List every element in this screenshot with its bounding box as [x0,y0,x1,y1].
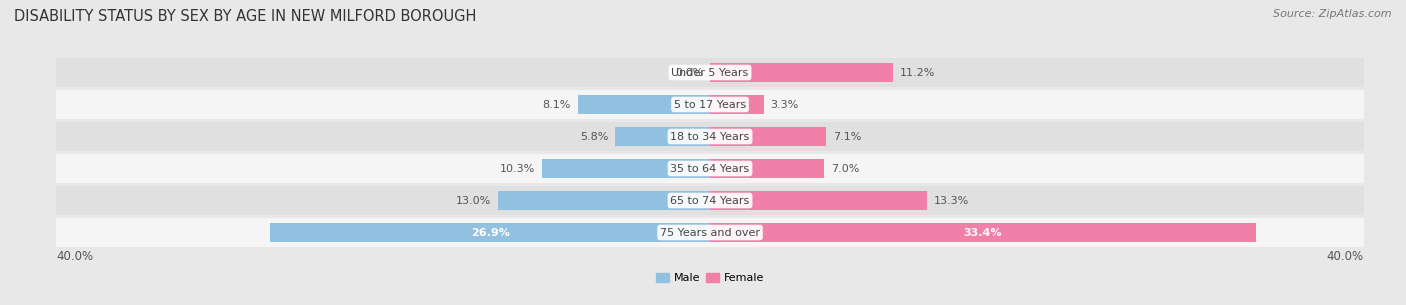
Bar [710,159,824,178]
Bar [541,159,710,178]
Text: DISABILITY STATUS BY SEX BY AGE IN NEW MILFORD BOROUGH: DISABILITY STATUS BY SEX BY AGE IN NEW M… [14,9,477,24]
Bar [616,127,710,146]
Text: 40.0%: 40.0% [1327,250,1364,263]
Text: 3.3%: 3.3% [770,99,799,109]
Text: 5 to 17 Years: 5 to 17 Years [673,99,747,109]
Text: Under 5 Years: Under 5 Years [672,67,748,77]
Text: 26.9%: 26.9% [471,228,509,238]
Bar [56,90,1364,119]
Text: 8.1%: 8.1% [543,99,571,109]
Bar [710,191,928,210]
Bar [56,58,1364,87]
Legend: Male, Female: Male, Female [651,268,769,288]
Bar [56,218,1364,247]
Bar [710,95,763,114]
Text: 13.3%: 13.3% [934,196,969,206]
Text: 40.0%: 40.0% [56,250,93,263]
Text: 75 Years and over: 75 Years and over [659,228,761,238]
Text: 0.0%: 0.0% [675,67,703,77]
Text: 13.0%: 13.0% [456,196,491,206]
Bar [710,63,893,82]
Bar [578,95,710,114]
Text: 65 to 74 Years: 65 to 74 Years [671,196,749,206]
Text: 35 to 64 Years: 35 to 64 Years [671,163,749,174]
Bar [56,154,1364,183]
Text: 11.2%: 11.2% [900,67,935,77]
Bar [270,223,710,242]
Text: 5.8%: 5.8% [581,131,609,142]
Text: 18 to 34 Years: 18 to 34 Years [671,131,749,142]
Text: 7.1%: 7.1% [832,131,860,142]
Text: 7.0%: 7.0% [831,163,859,174]
Text: Source: ZipAtlas.com: Source: ZipAtlas.com [1274,9,1392,19]
Bar [56,186,1364,215]
Bar [498,191,710,210]
Bar [710,223,1256,242]
Text: 33.4%: 33.4% [963,228,1002,238]
Text: 10.3%: 10.3% [501,163,536,174]
Bar [710,127,827,146]
Bar [56,122,1364,151]
